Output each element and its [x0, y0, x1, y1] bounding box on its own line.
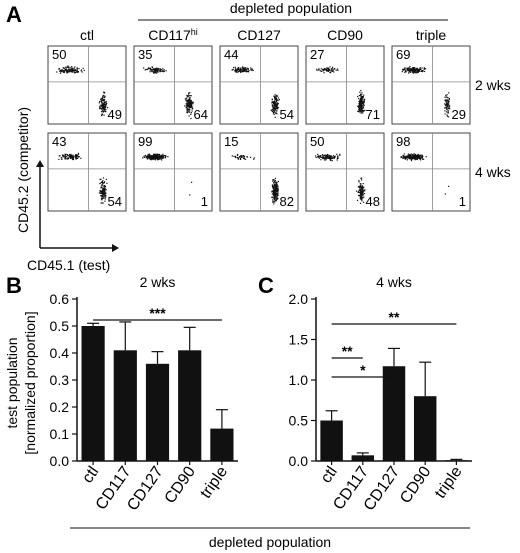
y-tick-label: 0.2: [50, 399, 70, 415]
lower-right-percent: 48: [366, 194, 380, 209]
lower-right-percent: 54: [280, 107, 294, 122]
column-label: ctl: [80, 27, 94, 43]
bar: [178, 350, 202, 461]
facs-plot: 99 1: [133, 132, 213, 212]
lower-right-percent: 71: [366, 107, 380, 122]
x-category-label: ctl: [318, 464, 341, 487]
y-tick-label: 2.0: [289, 291, 309, 307]
y-tick-label: 1.0: [289, 372, 309, 388]
shared-x-label: depleted population: [209, 534, 331, 550]
upper-left-percent: 15: [224, 134, 238, 149]
panel-a-letter: A: [6, 2, 22, 27]
row-label: 2 wks: [475, 77, 511, 93]
chart-title: 2 wks: [140, 274, 176, 290]
panel-c-letter: C: [258, 273, 274, 298]
significance-label: **: [342, 343, 353, 359]
facs-plot: 98 1: [391, 132, 471, 212]
facs-plot: 43 54: [47, 132, 127, 212]
facs-plot: 69 29: [391, 45, 471, 125]
upper-left-percent: 27: [310, 47, 324, 62]
facs-plot: 50 48: [305, 132, 385, 212]
y-tick-label: 0.1: [50, 426, 70, 442]
upper-left-percent: 69: [396, 47, 410, 62]
facs-x-axis-label: CD45.1 (test): [27, 257, 110, 273]
x-category-label: triple: [432, 463, 466, 501]
facs-plot: 27 71: [305, 45, 385, 125]
depleted-population-header: depleted population: [230, 0, 352, 16]
y-tick-label: 0.5: [50, 318, 70, 334]
y-tick-label: 0.0: [289, 453, 309, 469]
column-label: CD117hi: [148, 27, 198, 43]
chart-title: 4 wks: [376, 274, 412, 290]
x-category-label: ctl: [79, 464, 102, 487]
x-category-label: triple: [197, 463, 231, 501]
chart-b: 2 wks0.00.10.20.30.40.50.6ctlCD117CD127C…: [50, 274, 238, 514]
y-tick-label: 0.4: [50, 345, 70, 361]
upper-left-percent: 35: [138, 47, 152, 62]
upper-left-percent: 50: [310, 134, 324, 149]
bar: [320, 420, 343, 461]
bar: [351, 455, 375, 461]
facs-y-axis-label: CD45.2 (competitor): [15, 107, 31, 233]
lower-right-percent: 49: [108, 107, 122, 122]
facs-plot: 44 54: [219, 45, 299, 125]
upper-left-percent: 43: [52, 134, 66, 149]
chart-c: 4 wks0.00.51.01.52.0ctlCD117CD127CD90tri…: [289, 274, 472, 514]
lower-right-percent: 1: [459, 194, 466, 209]
lower-right-percent: 64: [194, 107, 208, 122]
row-label: 4 wks: [475, 164, 511, 180]
significance-label: **: [389, 309, 400, 325]
upper-left-percent: 98: [396, 134, 410, 149]
facs-plot: 35 64: [133, 45, 213, 125]
bar: [210, 428, 234, 461]
y-tick-label: 0.5: [289, 413, 309, 429]
bar: [145, 363, 170, 461]
lower-right-percent: 1: [201, 194, 208, 209]
upper-left-percent: 44: [224, 47, 238, 62]
shared-y-label-line1: test population: [4, 337, 20, 428]
column-label: CD127: [237, 27, 281, 43]
column-label: CD90: [327, 27, 363, 43]
y-tick-label: 0.3: [50, 372, 70, 388]
column-label: triple: [416, 27, 447, 43]
lower-right-percent: 29: [452, 107, 466, 122]
panel-b-letter: B: [6, 273, 22, 298]
significance-label: ***: [149, 305, 166, 321]
column-labels: ctl CD117hi CD127 CD90 triple: [80, 27, 446, 43]
bar: [413, 396, 437, 461]
x-category-label: CD90: [397, 463, 434, 506]
bar: [113, 350, 137, 461]
upper-left-percent: 50: [52, 47, 66, 62]
shared-y-label-line2: [normalized proportion]: [22, 311, 38, 454]
bar: [81, 326, 105, 461]
bar: [445, 460, 468, 461]
x-category-label: CD90: [162, 463, 199, 506]
y-tick-label: 0.0: [50, 453, 70, 469]
lower-right-percent: 54: [108, 194, 122, 209]
significance-label: *: [360, 362, 366, 378]
upper-left-percent: 99: [138, 134, 152, 149]
y-tick-label: 0.6: [50, 291, 70, 307]
lower-right-percent: 82: [280, 194, 294, 209]
facs-plot: 50 49: [47, 45, 127, 125]
y-tick-label: 1.5: [289, 332, 309, 348]
bar: [382, 366, 406, 461]
facs-axes-indicator: [36, 160, 119, 252]
